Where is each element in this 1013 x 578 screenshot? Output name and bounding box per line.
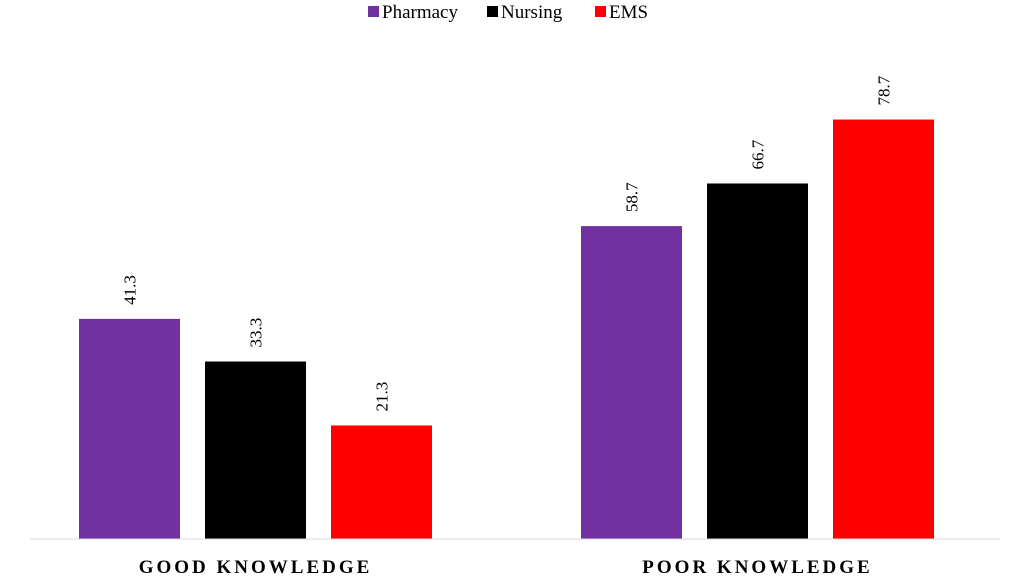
data-label-poor-knowledge-pharmacy: 58.7: [623, 182, 642, 212]
bar-good-knowledge-nursing: [205, 361, 306, 539]
bar-poor-knowledge-pharmacy: [581, 226, 682, 539]
data-label-good-knowledge-ems: 21.3: [373, 382, 392, 412]
category-label-poor-knowledge: POOR KNOWLEDGE: [642, 557, 872, 578]
legend-swatch-pharmacy: [368, 6, 379, 17]
legend-swatch-nursing: [487, 6, 498, 17]
bar-poor-knowledge-nursing: [707, 183, 808, 539]
bar-poor-knowledge-ems: [833, 119, 934, 540]
bar-good-knowledge-ems: [331, 425, 432, 539]
category-label-good-knowledge: GOOD KNOWLEDGE: [139, 557, 373, 578]
category-labels-group: GOOD KNOWLEDGE POOR KNOWLEDGE: [139, 557, 872, 578]
data-label-poor-knowledge-ems: 78.7: [875, 75, 894, 105]
data-label-good-knowledge-pharmacy: 41.3: [121, 275, 140, 305]
legend-label-pharmacy: Pharmacy: [382, 2, 458, 23]
bar-good-knowledge-pharmacy: [79, 318, 180, 539]
data-labels-group: 41.3 33.3 21.3 58.7 66.7 78.7: [121, 75, 894, 411]
data-label-good-knowledge-nursing: 33.3: [247, 318, 266, 348]
legend-label-nursing: Nursing: [501, 2, 563, 23]
bars-group: [79, 119, 934, 540]
data-label-poor-knowledge-nursing: 66.7: [749, 139, 768, 169]
legend: Pharmacy Nursing EMS: [368, 2, 648, 23]
legend-swatch-ems: [595, 6, 606, 17]
legend-label-ems: EMS: [609, 2, 648, 23]
